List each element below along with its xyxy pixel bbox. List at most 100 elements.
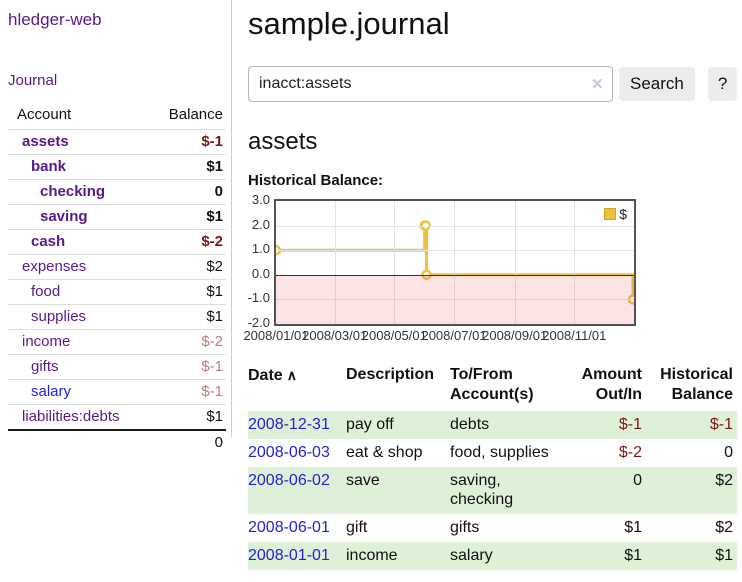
account-link[interactable]: gifts [31,358,59,375]
search-input[interactable] [248,66,613,102]
transaction-amount: $1 [624,547,642,564]
gridline [394,201,396,324]
y-axis-tick-label: 2.0 [251,216,270,232]
gridline [454,201,456,324]
x-axis-tick-label: 2008/07/01 [421,328,487,343]
account-heading: assets [248,128,318,155]
transaction-row: 2008-06-01 gift gifts $1 $2 [248,514,737,542]
account-balance: $-1 [144,354,226,380]
account-row: supplies $1 [8,304,226,330]
transaction-date-link[interactable]: 2008-06-02 [248,472,330,489]
account-row: saving $1 [8,204,226,230]
account-link[interactable]: income [22,333,71,350]
transaction-description: eat & shop [346,444,423,461]
transaction-balance: $-1 [709,416,733,433]
sort-asc-icon: ∧ [286,367,297,383]
help-button[interactable]: ? [707,67,738,101]
account-link[interactable]: saving [40,208,88,225]
account-row: assets $-1 [8,129,226,155]
x-axis-tick-label: 2008/01/01 [243,328,309,343]
zero-line [276,274,634,276]
transaction-date-link[interactable]: 2008-06-03 [248,444,330,461]
register-header-row: Date ∧ Description To/From Account(s) Amo… [248,363,737,411]
account-row: gifts $-1 [8,354,226,380]
accounts-header-balance: Balance [168,106,223,123]
chart-legend: $ [604,206,627,222]
account-link[interactable]: expenses [22,258,87,275]
search-form: ✕ Search ? [248,66,738,102]
account-link[interactable]: liabilities:debts [22,408,120,425]
transaction-amount: 0 [633,472,642,489]
account-balance: 0 [144,179,226,205]
x-axis-tick-label: 2008/09/01 [482,328,548,343]
search-button[interactable]: Search [619,67,695,101]
transaction-description: pay off [346,416,394,433]
app: hledger-web Journal Account Balance asse… [8,0,742,570]
account-row: income $-2 [8,329,226,355]
transaction-accounts: saving, checking [450,472,514,508]
register-header-accounts: To/From Account(s) [450,366,534,403]
x-axis-tick-label: 2008/11/01 [542,328,607,343]
account-link[interactable]: bank [31,158,67,175]
register-header-amount: Amount Out/In [581,366,642,403]
transaction-row: 2008-12-31 pay off debts $-1 $-1 [248,411,737,439]
transaction-accounts: debts [450,416,490,433]
account-link[interactable]: cash [31,233,66,250]
negative-region [276,274,634,324]
sidebar-item-journal[interactable]: Journal [8,72,58,89]
transaction-description: save [346,472,380,489]
transaction-balance: 0 [724,444,733,461]
account-balance: $1 [144,279,226,305]
page-title: sample.journal [248,6,450,41]
transaction-amount: $-1 [618,416,642,433]
account-balance: $-2 [144,329,226,355]
transaction-description: income [346,547,398,564]
transaction-date-link[interactable]: 2008-06-01 [248,519,330,536]
main-content: sample.journal ✕ Search ? assets Histori… [232,0,742,570]
y-axis-tick-label: 1.0 [251,241,270,257]
account-link[interactable]: food [31,283,61,300]
accounts-total-row: 0 [8,429,226,455]
account-row: food $1 [8,279,226,305]
transaction-balance: $2 [715,519,733,536]
legend-label: $ [619,206,627,222]
register-header-description: Description [346,366,435,383]
legend-swatch [604,208,617,220]
transaction-row: 2008-01-01 income salary $1 $1 [248,542,737,570]
transaction-accounts: gifts [450,519,480,536]
account-link[interactable]: checking [40,183,106,200]
account-link[interactable]: supplies [31,308,87,325]
account-row: liabilities:debts $1 [8,404,226,430]
transaction-row: 2008-06-03 eat & shop food, supplies $-2 0 [248,439,737,467]
account-row: bank $1 [8,154,226,180]
brand-link[interactable]: hledger-web [8,10,102,29]
historical-balance-chart: $ 3.0 2.0 1.0 0.0 -1.0 -2.0 2008/01/01 2008/03/… [238,192,638,349]
gridline [574,201,576,324]
y-axis-tick-label: -2.0 [247,315,270,330]
account-row: cash $-2 [8,229,226,255]
x-axis-tick-label: 2008/03/01 [302,328,368,343]
register-table: Date ∧ Description To/From Account(s) Amo… [248,363,737,570]
account-balance: $-2 [144,229,226,255]
transaction-description: gift [346,519,368,536]
transaction-balance: $2 [715,472,733,489]
account-balance: $-1 [144,379,226,405]
accounts-total-value: 0 [144,429,226,455]
account-row: salary $-1 [8,379,226,405]
transaction-date-link[interactable]: 2008-01-01 [248,547,330,564]
account-balance: $2 [144,254,226,280]
transaction-amount: $1 [624,519,642,536]
account-balance: $1 [144,404,226,430]
accounts-table: Account Balance assets $-1 bank $1 checking 0… [8,103,226,455]
account-balance: $1 [144,154,226,180]
account-link[interactable]: assets [22,133,69,150]
clear-search-icon[interactable]: ✕ [591,76,604,93]
gridline [514,201,516,324]
transaction-date-link[interactable]: 2008-12-31 [248,416,330,433]
transaction-balance: $1 [715,547,733,564]
account-link[interactable]: salary [31,383,72,400]
account-row: checking 0 [8,179,226,205]
chart-section-label: Historical Balance: [248,172,384,189]
accounts-header-account: Account [17,106,72,123]
account-balance: $-1 [144,129,226,155]
